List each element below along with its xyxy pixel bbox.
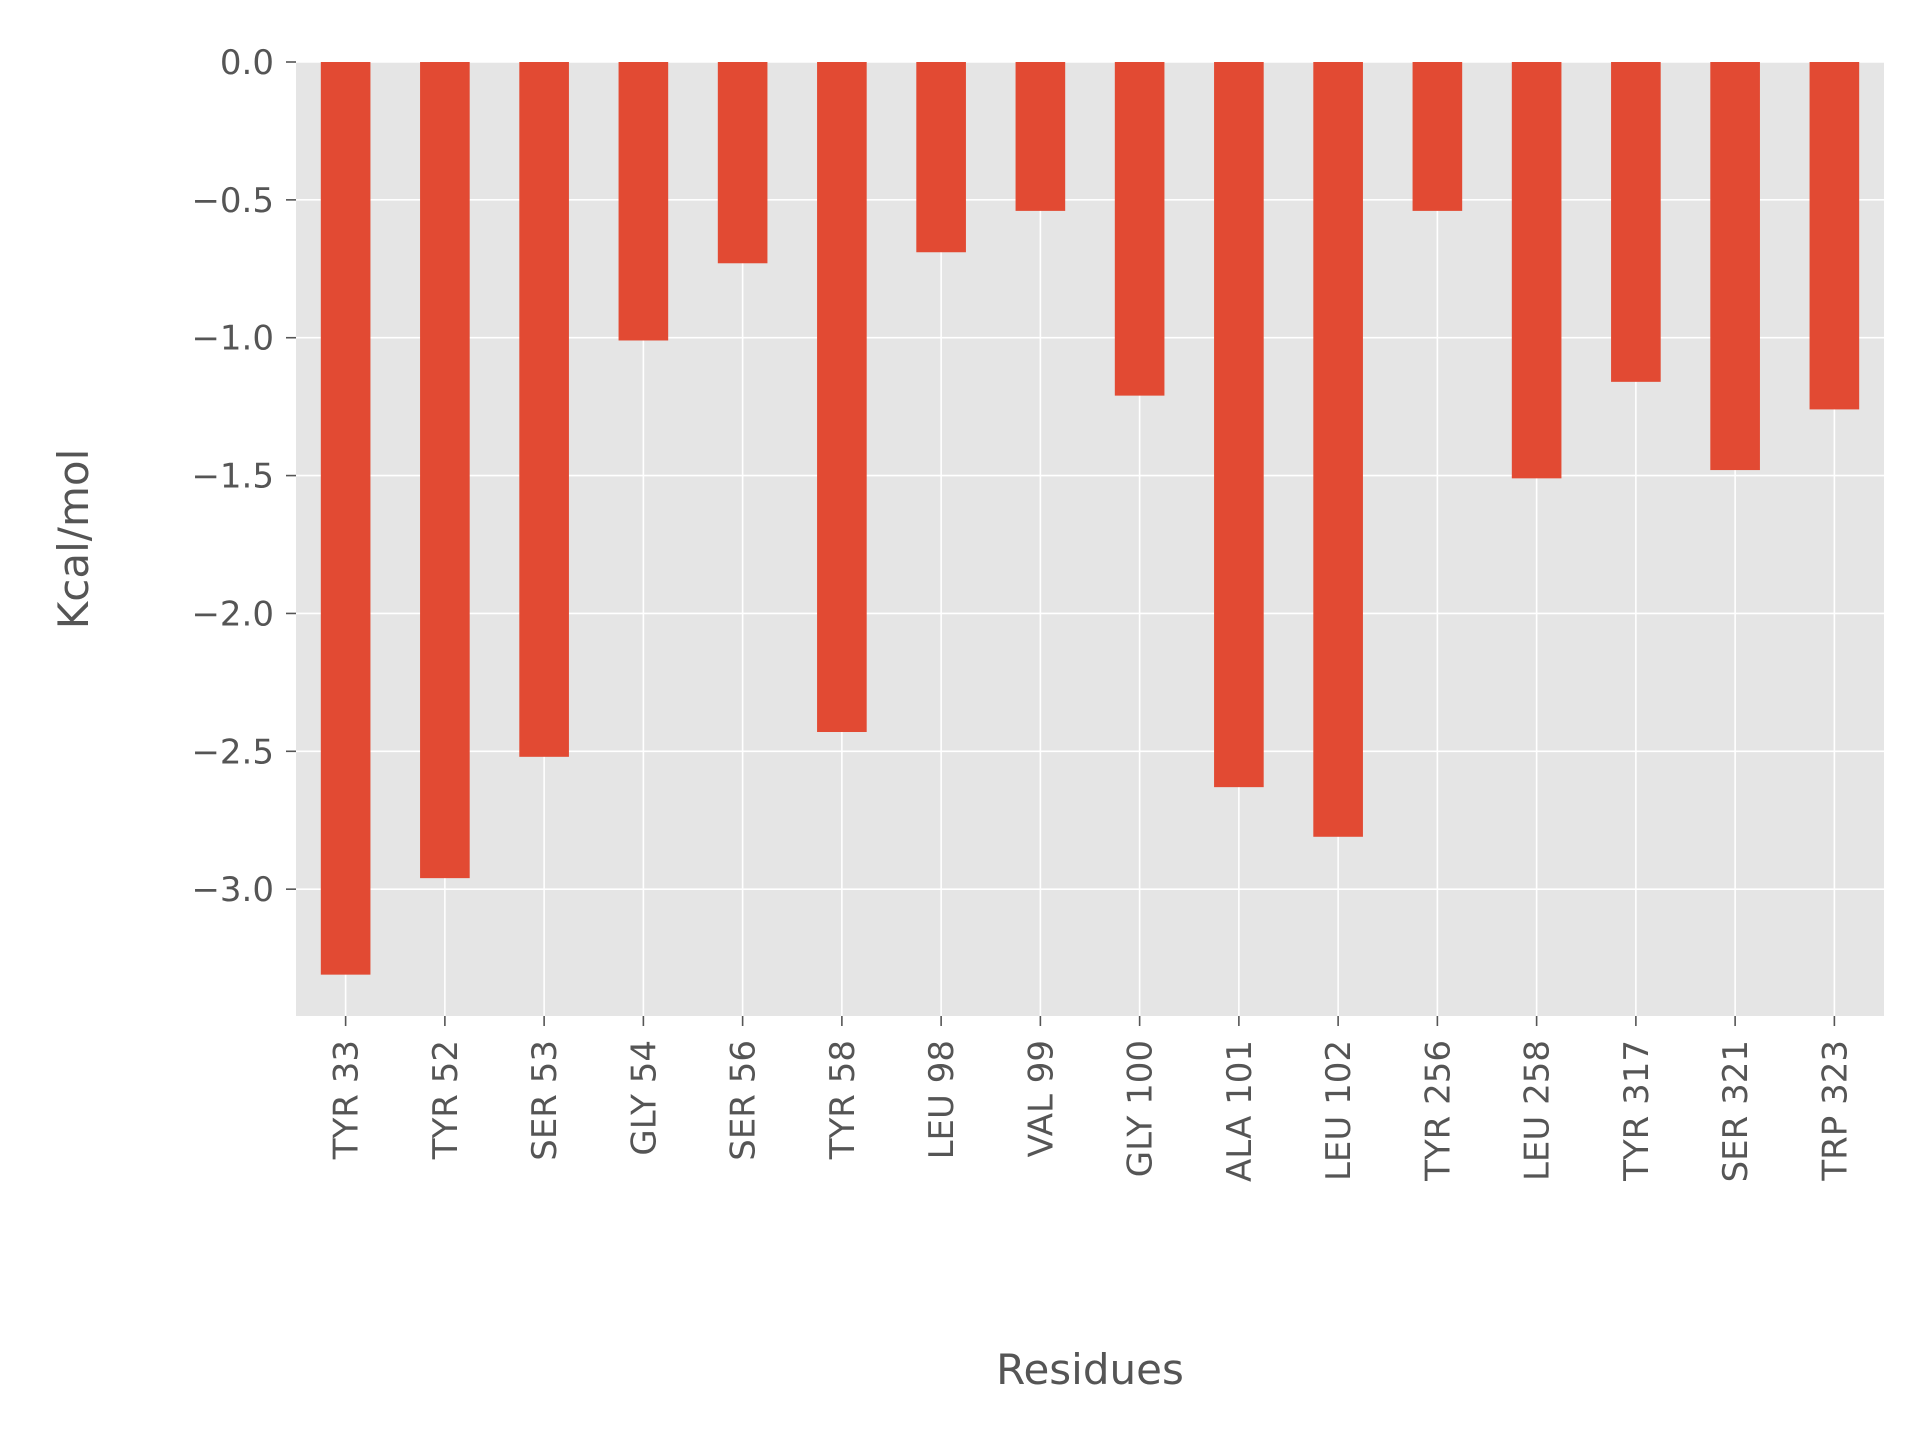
y-tick-label: 0.0	[220, 43, 274, 83]
bar	[1412, 62, 1463, 211]
x-tick-label: ALA 101	[1220, 1040, 1260, 1182]
x-axis-title: Residues	[996, 1345, 1184, 1394]
bar	[1611, 62, 1661, 382]
y-tick-label: −2.0	[191, 594, 274, 634]
bar	[1114, 62, 1165, 396]
bar	[420, 62, 470, 879]
x-tick-label: SER 321	[1716, 1040, 1756, 1182]
x-tick-label: TYR 33	[327, 1040, 367, 1160]
bar	[1809, 62, 1860, 410]
bar	[320, 62, 371, 975]
x-tick-label: GLY 54	[624, 1040, 664, 1156]
y-axis-title: Kcal/mol	[49, 449, 98, 629]
x-tick-label: SER 56	[724, 1040, 764, 1161]
x-tick-label: LEU 258	[1518, 1040, 1558, 1181]
bar	[1710, 62, 1760, 471]
x-tick-label: TRP 323	[1815, 1040, 1855, 1182]
y-tick-label: −1.5	[191, 457, 274, 497]
y-tick-label: −3.0	[191, 870, 274, 910]
bars	[320, 62, 1860, 975]
bar	[1214, 62, 1264, 788]
x-tick-label: SER 53	[525, 1040, 565, 1161]
x-tick-label: LEU 98	[922, 1040, 962, 1159]
x-tick-label: TYR 256	[1418, 1040, 1458, 1182]
bar	[1511, 62, 1562, 479]
y-axis: 0.0 −0.5 −1.0 −1.5 −2.0 −2.5 −3.0	[191, 43, 296, 910]
y-tick-label: −2.5	[191, 732, 274, 772]
y-tick-label: −0.5	[191, 181, 274, 221]
bar	[1015, 62, 1066, 211]
x-tick-label: TYR 58	[823, 1040, 863, 1160]
bar	[916, 62, 966, 253]
x-tick-label: TYR 52	[426, 1040, 466, 1160]
bar	[618, 62, 669, 341]
x-tick-label: TYR 317	[1617, 1040, 1657, 1182]
y-tick-label: −1.0	[191, 319, 274, 359]
x-tick-label: VAL 99	[1021, 1040, 1061, 1157]
x-tick-label: GLY 100	[1121, 1040, 1161, 1177]
bar	[1313, 62, 1363, 837]
x-tick-label: LEU 102	[1319, 1040, 1359, 1181]
bar	[817, 62, 867, 733]
x-axis: TYR 33 TYR 52 SER 53 GLY 54 SER 56 TYR 58 LEU …	[327, 1016, 1855, 1182]
bar	[717, 62, 768, 264]
bar	[519, 62, 569, 757]
